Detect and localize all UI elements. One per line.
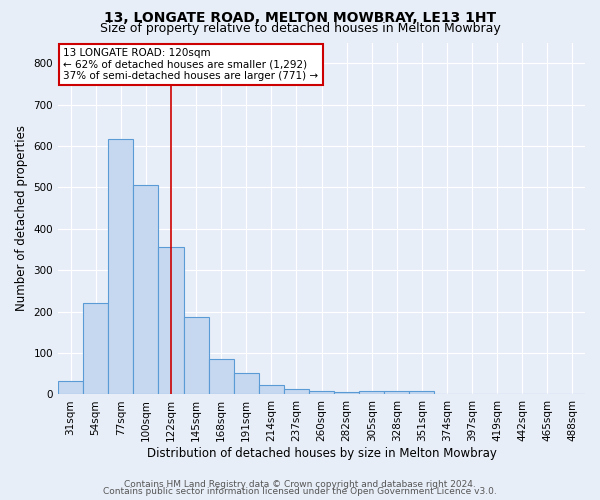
Text: 13 LONGATE ROAD: 120sqm
← 62% of detached houses are smaller (1,292)
37% of semi: 13 LONGATE ROAD: 120sqm ← 62% of detache… xyxy=(64,48,319,81)
Bar xyxy=(384,390,409,394)
Text: Contains HM Land Registry data © Crown copyright and database right 2024.: Contains HM Land Registry data © Crown c… xyxy=(124,480,476,489)
Text: 13, LONGATE ROAD, MELTON MOWBRAY, LE13 1HT: 13, LONGATE ROAD, MELTON MOWBRAY, LE13 1… xyxy=(104,12,496,26)
Bar xyxy=(108,139,133,394)
Bar xyxy=(158,246,184,394)
Bar xyxy=(58,381,83,394)
Bar xyxy=(309,391,334,394)
Bar xyxy=(284,388,309,394)
Bar xyxy=(233,373,259,394)
Bar xyxy=(133,184,158,394)
Bar xyxy=(359,390,384,394)
Bar xyxy=(334,392,359,394)
Bar xyxy=(409,390,434,394)
Bar xyxy=(209,360,233,394)
Text: Size of property relative to detached houses in Melton Mowbray: Size of property relative to detached ho… xyxy=(100,22,500,35)
Bar xyxy=(184,316,209,394)
X-axis label: Distribution of detached houses by size in Melton Mowbray: Distribution of detached houses by size … xyxy=(146,447,496,460)
Y-axis label: Number of detached properties: Number of detached properties xyxy=(15,126,28,312)
Bar xyxy=(259,386,284,394)
Bar xyxy=(83,304,108,394)
Text: Contains public sector information licensed under the Open Government Licence v3: Contains public sector information licen… xyxy=(103,487,497,496)
